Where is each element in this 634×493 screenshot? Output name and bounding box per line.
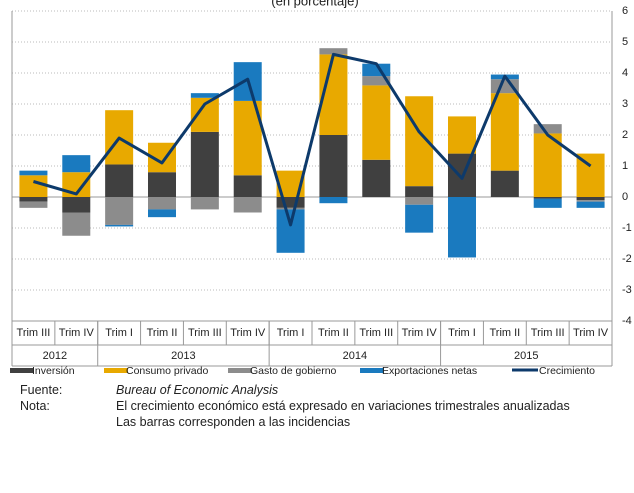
bar-segment [490, 93, 519, 171]
y-tick-label: 0 [622, 191, 628, 203]
bar-segment [105, 197, 134, 225]
bar-segment [533, 124, 562, 134]
bar-segment [62, 197, 91, 213]
bar-segment [319, 197, 348, 204]
group-label: 2012 [43, 350, 67, 362]
y-tick-label: 4 [622, 67, 628, 79]
bar-segment [19, 201, 48, 208]
bar-segment [533, 198, 562, 208]
bar-segment [19, 197, 48, 202]
bar-segment [233, 175, 262, 197]
bar-segment [319, 48, 348, 55]
x-tick-label: Trim I [277, 327, 305, 339]
legend-label: Exportaciones netas [382, 365, 477, 377]
y-tick-label: 1 [622, 160, 628, 172]
bar-segment [362, 76, 391, 86]
bar-segment [62, 155, 91, 173]
y-tick-label: 5 [622, 36, 628, 48]
bar-segment [105, 164, 134, 197]
bar-segment [62, 212, 91, 236]
note-row: Fuente: Bureau of Economic Analysis [0, 382, 634, 398]
bar-segment [276, 209, 305, 253]
bar-segment [448, 197, 476, 258]
bar-segment [362, 159, 391, 197]
note-label: Fuente: [20, 383, 63, 397]
bar-segment [19, 170, 48, 176]
x-tick-label: Trim II [318, 327, 349, 339]
bar-segment [105, 224, 134, 227]
bar-segment [362, 85, 391, 160]
y-tick-label: 2 [622, 129, 628, 141]
note-row: Las barras corresponden a las incidencia… [0, 414, 634, 430]
group-label: 2015 [514, 350, 538, 362]
line [33, 52, 592, 227]
legend-label: Inversión [32, 365, 75, 377]
x-tick-label: Trim III [188, 327, 222, 339]
x-tick-label: Trim II [489, 327, 520, 339]
chart: (en porcentaje) -4 -3 -2 -1 0 1 2 3 4 5 6 Trim III T… [10, 0, 632, 377]
note-label: Nota: [20, 399, 50, 413]
bar-segment [19, 175, 48, 197]
x-tick-label: Trim IV [402, 327, 438, 339]
note-text: Las barras corresponden a las incidencia… [116, 415, 351, 429]
legend-label: Crecimiento [539, 365, 595, 377]
legend-label: Gasto de gobierno [250, 365, 337, 377]
x-tick-label: Trim IV [230, 327, 266, 339]
bar-segment [576, 197, 605, 201]
bar-segment [148, 172, 176, 197]
y-tick-label: 3 [622, 98, 628, 110]
note-text: El crecimiento económico está expresado … [116, 399, 570, 413]
note-row: Nota: El crecimiento económico está expre… [0, 398, 634, 414]
x-tick-label: Trim II [147, 327, 178, 339]
chart-title: (en porcentaje) [271, 0, 358, 8]
legend-swatch [104, 368, 128, 373]
x-tick-label: Trim I [448, 327, 476, 339]
bar-segment [405, 197, 434, 205]
bar-segment [405, 186, 434, 197]
note-label [0, 414, 116, 430]
y-tick-label: -4 [622, 315, 632, 327]
x-tick-label: Trim I [105, 327, 133, 339]
legend-swatch [360, 368, 384, 373]
bar-segment [148, 209, 176, 218]
x-tick-label: Trim IV [59, 327, 95, 339]
bar-segment [148, 197, 176, 210]
bar-segment [533, 133, 562, 197]
bar-segment [190, 93, 219, 98]
bar-segment [319, 135, 348, 197]
x-tick-label: Trim III [17, 327, 51, 339]
bar-segment [576, 201, 605, 208]
legend-label: Consumo privado [126, 365, 208, 377]
bar-segment [576, 200, 605, 202]
bar-segment [276, 207, 305, 210]
bar-segment [233, 197, 262, 213]
bar-segment [533, 197, 562, 199]
group-label: 2013 [171, 350, 195, 362]
bar-segment [405, 204, 434, 233]
y-tick-label: 6 [622, 5, 628, 17]
group-label: 2014 [343, 350, 367, 362]
bar-segment [490, 170, 519, 197]
notes: Fuente: Bureau of Economic Analysis Nota: E… [0, 382, 634, 430]
x-tick-label: Trim III [531, 327, 565, 339]
bar-segment [190, 197, 219, 210]
bar-segment [276, 197, 305, 208]
note-text: Bureau of Economic Analysis [116, 383, 279, 397]
legend-swatch [10, 368, 34, 373]
bar-segment [190, 131, 219, 197]
y-tick-label: -2 [622, 253, 632, 265]
bar-segment [448, 116, 476, 154]
x-tick-label: Trim III [359, 327, 393, 339]
y-tick-label: -3 [622, 284, 632, 296]
y-tick-label: -1 [622, 222, 632, 234]
x-tick-label: Trim IV [573, 327, 609, 339]
legend-swatch [228, 368, 252, 373]
